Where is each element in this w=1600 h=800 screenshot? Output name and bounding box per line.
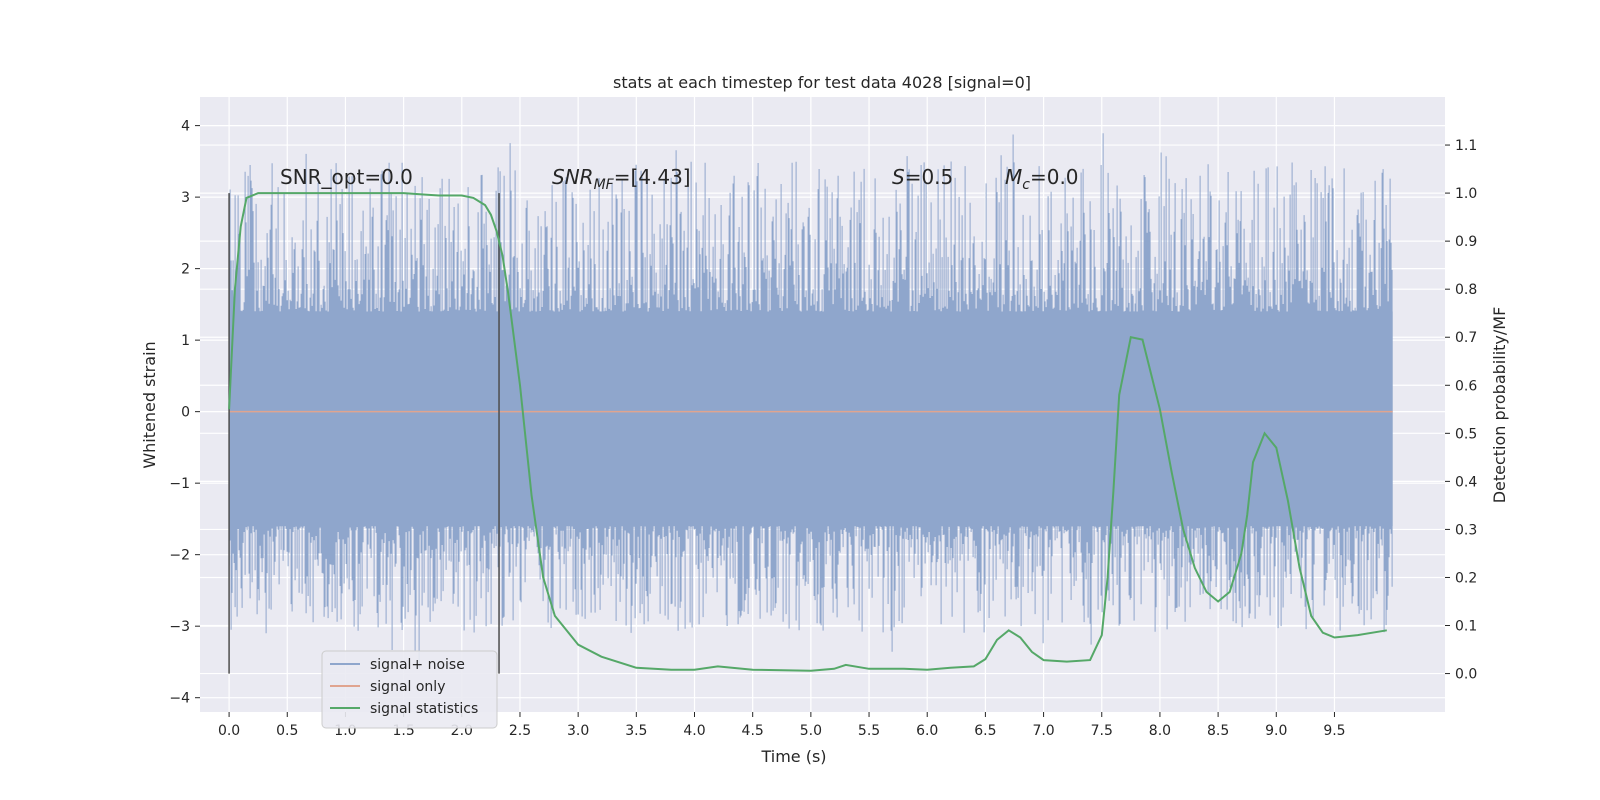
mc-subscript: c [1022, 177, 1030, 193]
signal-statistics-line [228, 192, 1387, 672]
y-right-tick-label: 0.9 [1455, 234, 1477, 250]
x-axis-title: Time (s) [760, 747, 826, 766]
legend-label-signal-statistics: signal statistics [370, 701, 478, 717]
y-right-tick-label: 0.6 [1455, 378, 1477, 394]
s-value: =0.5 [905, 165, 954, 189]
x-tick-label: 0.5 [276, 723, 298, 739]
annotation-mc: Mc=0.0 [1005, 165, 1079, 193]
mc-symbol: M [1005, 165, 1022, 189]
snr-mf-subscript: MF [594, 177, 615, 193]
x-tick-label: 3.0 [567, 723, 589, 739]
signal-statistics-series [228, 192, 1387, 672]
x-tick-label: 8.0 [1149, 723, 1171, 739]
x-tick-label: 3.5 [625, 723, 647, 739]
chart-title: stats at each timestep for test data 402… [613, 73, 1031, 92]
annotation-s: S=0.5 [892, 165, 953, 189]
y-right-tick-label: 0.1 [1455, 619, 1477, 635]
y-right-tick-label: 1.0 [1455, 186, 1477, 202]
y-right-tick-label: 0.0 [1455, 667, 1477, 683]
y-left-tick-label: −4 [169, 691, 190, 707]
y-left-tick-label: 3 [181, 190, 190, 206]
y-right-tick-label: 1.1 [1455, 138, 1477, 154]
x-tick-label: 7.5 [1091, 723, 1113, 739]
x-tick-label: 6.5 [974, 723, 996, 739]
snr-mf-value: =[4.43] [614, 165, 691, 189]
y-right-tick-label: 0.2 [1455, 570, 1477, 586]
legend-label-signal-noise: signal+ noise [370, 657, 465, 673]
legend-box [321, 650, 498, 729]
y-left-tick-label: −3 [169, 619, 190, 635]
right-y-axis-ticks: 1.1 1.0 0.9 0.8 0.7 0.6 0.5 0.4 0.3 0.2 0.1 0.0 [1445, 138, 1477, 683]
y-right-tick-label: 0.3 [1455, 522, 1477, 538]
left-y-axis-title: Whitened strain [140, 341, 159, 468]
x-tick-label: 5.0 [800, 723, 822, 739]
x-tick-label: 9.5 [1323, 723, 1345, 739]
right-y-axis-title: Detection probability/MF [1490, 307, 1509, 504]
x-tick-label: 7.0 [1032, 723, 1054, 739]
y-left-tick-label: −2 [169, 548, 190, 564]
x-tick-label: 0.0 [218, 723, 240, 739]
annotation-snr-mf: SNRMF=[4.43] [552, 165, 691, 193]
mc-value: =0.0 [1030, 165, 1079, 189]
x-tick-label: 8.5 [1207, 723, 1229, 739]
y-right-tick-label: 0.4 [1455, 474, 1477, 490]
y-right-tick-label: 0.8 [1455, 282, 1477, 298]
x-tick-label: 5.5 [858, 723, 880, 739]
x-tick-label: 4.0 [683, 723, 705, 739]
y-left-tick-label: 0 [181, 405, 190, 421]
x-tick-label: 2.5 [509, 723, 531, 739]
legend: signal+ noise signal only signal statist… [321, 650, 498, 729]
y-left-tick-label: 4 [181, 119, 190, 135]
x-tick-label: 9.0 [1265, 723, 1287, 739]
x-tick-label: 6.0 [916, 723, 938, 739]
signal-noise-series [228, 133, 1393, 668]
y-left-tick-label: −1 [169, 476, 190, 492]
x-tick-label: 4.5 [742, 723, 764, 739]
y-right-tick-label: 0.5 [1455, 426, 1477, 442]
y-left-tick-label: 1 [181, 333, 190, 349]
x-axis-ticks: 0.0 0.5 1.0 1.5 2.0 2.5 3.0 3.5 4.0 4.5 5.0 5.5 6.0 6… [218, 712, 1346, 739]
left-y-axis-ticks: 4 3 2 1 0 −1 −2 −3 −4 [169, 119, 200, 707]
legend-label-signal-only: signal only [370, 679, 445, 695]
vertical-markers [228, 193, 500, 674]
y-right-tick-label: 0.7 [1455, 330, 1477, 346]
annotation-snr-opt: SNR_opt=0.0 [280, 165, 413, 189]
s-symbol: S [892, 165, 905, 189]
snr-mf-symbol: SNR [552, 165, 594, 189]
y-left-tick-label: 2 [181, 262, 190, 278]
